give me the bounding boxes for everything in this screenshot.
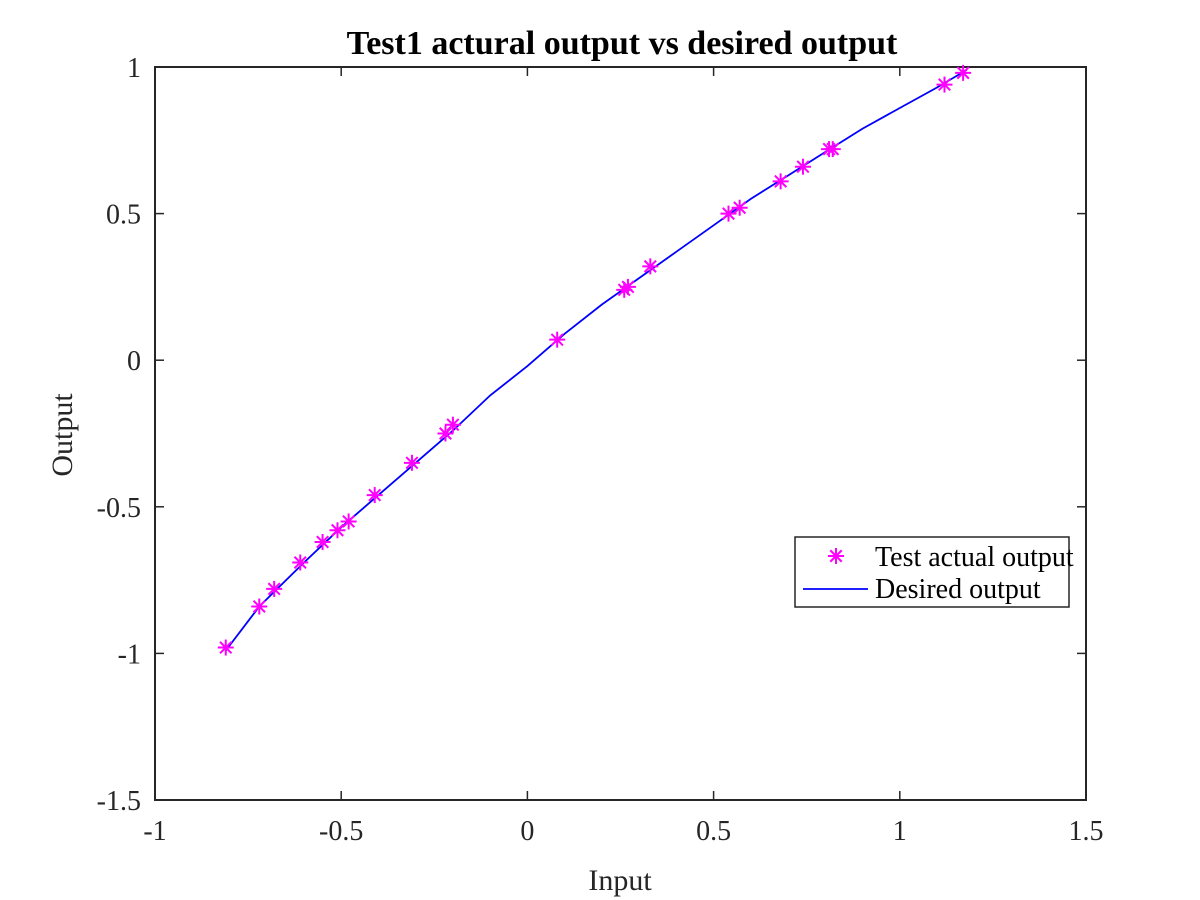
legend-asterisk-icon [828,548,844,564]
plot-area [154,66,1087,801]
y-tick-label: -1.5 [97,786,141,817]
x-tick-label: -0.5 [319,816,363,847]
data-point-test-actual-output [772,173,789,190]
legend-box [794,536,1070,608]
data-point-test-actual-output [340,513,357,530]
legend-marker-test-actual-output [828,548,844,564]
y-tick-label: 0.5 [106,200,141,231]
data-point-test-actual-output [292,554,309,571]
x-axis-label: Input [588,864,652,897]
y-tick-label: 0 [127,346,141,377]
y-tick-label: -1 [118,639,141,670]
legend: Test actual output Desired output [794,536,1074,608]
legend-label-test-actual-output: Test actual output [875,542,1074,573]
data-point-test-actual-output [366,487,383,504]
data-point-test-actual-output [314,533,331,550]
x-tick-label: 0.5 [696,816,731,847]
x-tick-label: 0 [520,816,534,847]
y-tick-label: 1 [127,53,141,84]
y-tick-label: -0.5 [97,493,141,524]
ticks: -1 -0.5 0 0.5 1 1.5-1.5-1-0.500.51 [97,53,1104,847]
data-point-test-actual-output [794,158,811,175]
data-point-test-actual-output [329,522,346,539]
data-point-test-actual-output [549,331,566,348]
data-point-test-actual-output [619,278,636,295]
x-tick-label: 1 [893,816,907,847]
data-point-test-actual-output [955,64,972,81]
x-tick-label: -1 [143,816,166,847]
data-point-test-actual-output [251,598,268,615]
data-point-test-actual-output [936,76,953,93]
data-point-test-actual-output [403,454,420,471]
y-axis-label: Output [46,393,79,477]
data-point-test-actual-output [824,141,841,158]
data-point-test-actual-output [731,199,748,216]
chart-title: Test1 actural output vs desired output [347,25,898,62]
data-point-test-actual-output [642,258,659,275]
legend-label-desired-output: Desired output [875,574,1041,605]
data-point-test-actual-output [266,580,283,597]
series-layer [217,64,972,656]
data-point-test-actual-output [217,639,234,656]
data-point-test-actual-output [444,416,461,433]
data-point-test-actual-output [720,205,737,222]
x-tick-label: 1.5 [1069,816,1104,847]
